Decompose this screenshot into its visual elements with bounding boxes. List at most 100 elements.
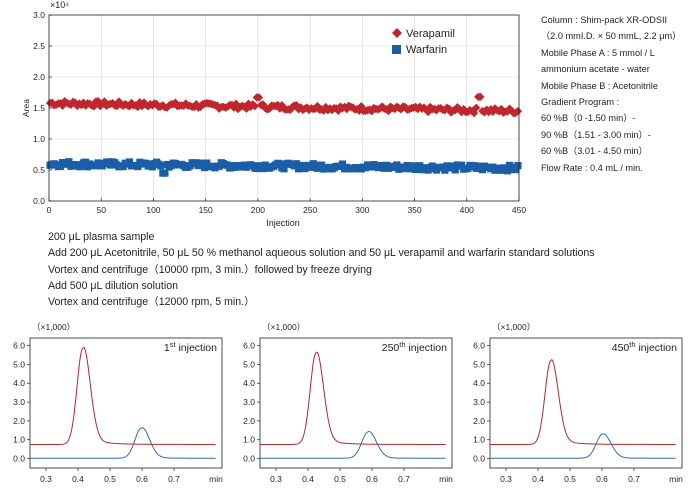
condition-line: Mobile Phase A : 5 mmol / L	[541, 47, 655, 58]
procedure-step: Add 200 μL Acetonitrile, 50 μL 50 % meth…	[48, 247, 595, 260]
verapamil-point	[66, 100, 76, 109]
y-tick-label: 2.0	[243, 416, 255, 426]
verapamil-point	[488, 107, 498, 116]
sample-preparation-procedure: 200 μL plasma sample Add 200 μL Acetonit…	[48, 229, 595, 310]
warfarin-point	[457, 161, 466, 169]
warfarin-point	[441, 166, 449, 174]
verapamil-point	[127, 98, 136, 108]
verapamil-point	[56, 99, 65, 108]
verapamil-point	[471, 103, 481, 113]
verapamil-point	[114, 97, 124, 106]
y-tick-label: 4.0	[243, 378, 255, 388]
x-tick-label: 100	[146, 205, 160, 215]
y-tick-label: 3.0	[13, 397, 25, 407]
y-tick-label: 0.0	[13, 454, 25, 464]
warfarin-point	[503, 167, 512, 175]
warfarin-point	[449, 162, 457, 170]
x-tick-label: 400	[460, 205, 474, 215]
y-tick-label: 0.0	[33, 196, 45, 206]
warfarin-point	[161, 169, 169, 177]
x-tick-label: 200	[251, 205, 265, 215]
chromatogram-1st-injection: （×1,000） 0.0 1.0 2.0 3.0 4.0 5.0 6.0 0.3 0.4 0.5 0.…	[13, 322, 223, 484]
warfarin-point	[292, 160, 301, 168]
y-tick-label: 3.0	[243, 397, 255, 407]
y-tick-label: 2.0	[13, 416, 25, 426]
x-unit-label: min	[209, 474, 223, 484]
legend-verapamil-label: Verapamil	[406, 28, 455, 40]
x-tick-label: 0.6	[596, 474, 608, 484]
verapamil-point	[135, 98, 145, 107]
x-tick-label: 0.7	[168, 474, 180, 484]
x-tick-label: 0.5	[104, 474, 116, 484]
chromatogram-250th-injection: （×1,000） 0.0 1.0 2.0 3.0 4.0 5.0 6.0 0.3 0.4 0.5 0.…	[243, 322, 453, 484]
verapamil-point	[513, 106, 523, 116]
x-tick-label: 450	[512, 205, 526, 215]
y-tick-label: 2.0	[33, 72, 45, 82]
warfarin-point	[81, 158, 90, 166]
verapamil-point	[47, 98, 57, 107]
warfarin-point	[280, 165, 288, 173]
verapamil-point	[133, 102, 142, 112]
y-tick-label: 1.0	[473, 435, 485, 445]
warfarin-point	[65, 158, 73, 166]
warfarin-point	[125, 158, 134, 166]
legend-verapamil-marker	[392, 28, 402, 38]
chromatogram-trace	[260, 431, 446, 459]
unit-label: （×1,000）	[262, 322, 305, 332]
warfarin-point	[338, 160, 347, 168]
injection-label: 450th injection	[612, 340, 677, 354]
x-tick-label: 0.5	[334, 474, 346, 484]
procedure-step: Vortex and centrifuge（12000 rpm, 5 min.）	[48, 296, 255, 309]
chromatogram-trace	[260, 351, 446, 445]
y-tick-label: 0.0	[473, 454, 485, 464]
top-chart-markers	[45, 92, 523, 177]
warfarin-point	[134, 162, 142, 171]
verapamil-point	[400, 102, 410, 112]
verapamil-point	[212, 101, 222, 110]
plot-frame	[489, 337, 683, 469]
y-tick-label: 6.0	[13, 341, 25, 351]
condition-line: Column : Shim-pack XR-ODSII	[541, 15, 668, 25]
y-axis-label: Area	[21, 99, 31, 117]
y-tick-label: 1.5	[33, 103, 45, 113]
warfarin-point	[276, 160, 284, 168]
y-tick-label: 4.0	[473, 378, 485, 388]
plot-frame	[29, 337, 223, 469]
injection-label: 250th injection	[382, 340, 447, 354]
condition-line: Mobile Phase B : Acetonitrile	[541, 80, 658, 91]
y-tick-label: 6.0	[243, 341, 255, 351]
y-tick-label: 5.0	[243, 359, 255, 369]
area-stability-chart: ×10⁴ Area 0 50 100 150 200 250 300 350 400 450 0.0…	[21, 0, 526, 228]
verapamil-point	[507, 106, 516, 115]
condition-line: Flow Rate : 0.4 mL / min.	[541, 162, 643, 173]
y-tick-label: 2.0	[473, 416, 485, 426]
unit-label: （×1,000）	[32, 322, 75, 332]
y-tick-label: 5.0	[13, 359, 25, 369]
x-tick-label: 0.7	[628, 474, 640, 484]
x-tick-label: 0.4	[532, 474, 544, 484]
condition-line: Gradient Program :	[541, 97, 620, 108]
x-tick-label: 250	[303, 205, 317, 215]
warfarin-point	[318, 161, 326, 169]
x-tick-label: 150	[199, 205, 213, 215]
procedure-step: 200 μL plasma sample	[48, 231, 155, 243]
verapamil-point	[244, 99, 253, 108]
condition-line: 90 %B（1.51 - 3.00 min）-	[541, 129, 651, 140]
x-unit-label: min	[439, 474, 453, 484]
verapamil-point	[250, 101, 259, 111]
procedure-step: Vortex and centrifuge（10000 rpm, 3 min.）…	[48, 263, 372, 276]
y-tick-label: 0.0	[243, 454, 255, 464]
verapamil-point	[171, 98, 180, 107]
verapamil-point	[108, 98, 117, 108]
x-tick-label: 0.4	[72, 474, 84, 484]
verapamil-point	[229, 103, 239, 112]
verapamil-point	[254, 93, 264, 102]
plot-frame	[259, 337, 453, 469]
warfarin-point	[451, 166, 459, 174]
chromatogram-trace	[30, 427, 216, 459]
x-tick-label: 0.3	[270, 474, 282, 484]
warfarin-point	[514, 162, 522, 170]
x-tick-label: 0	[47, 205, 52, 215]
warfarin-point	[393, 161, 401, 169]
verapamil-point	[497, 104, 506, 114]
